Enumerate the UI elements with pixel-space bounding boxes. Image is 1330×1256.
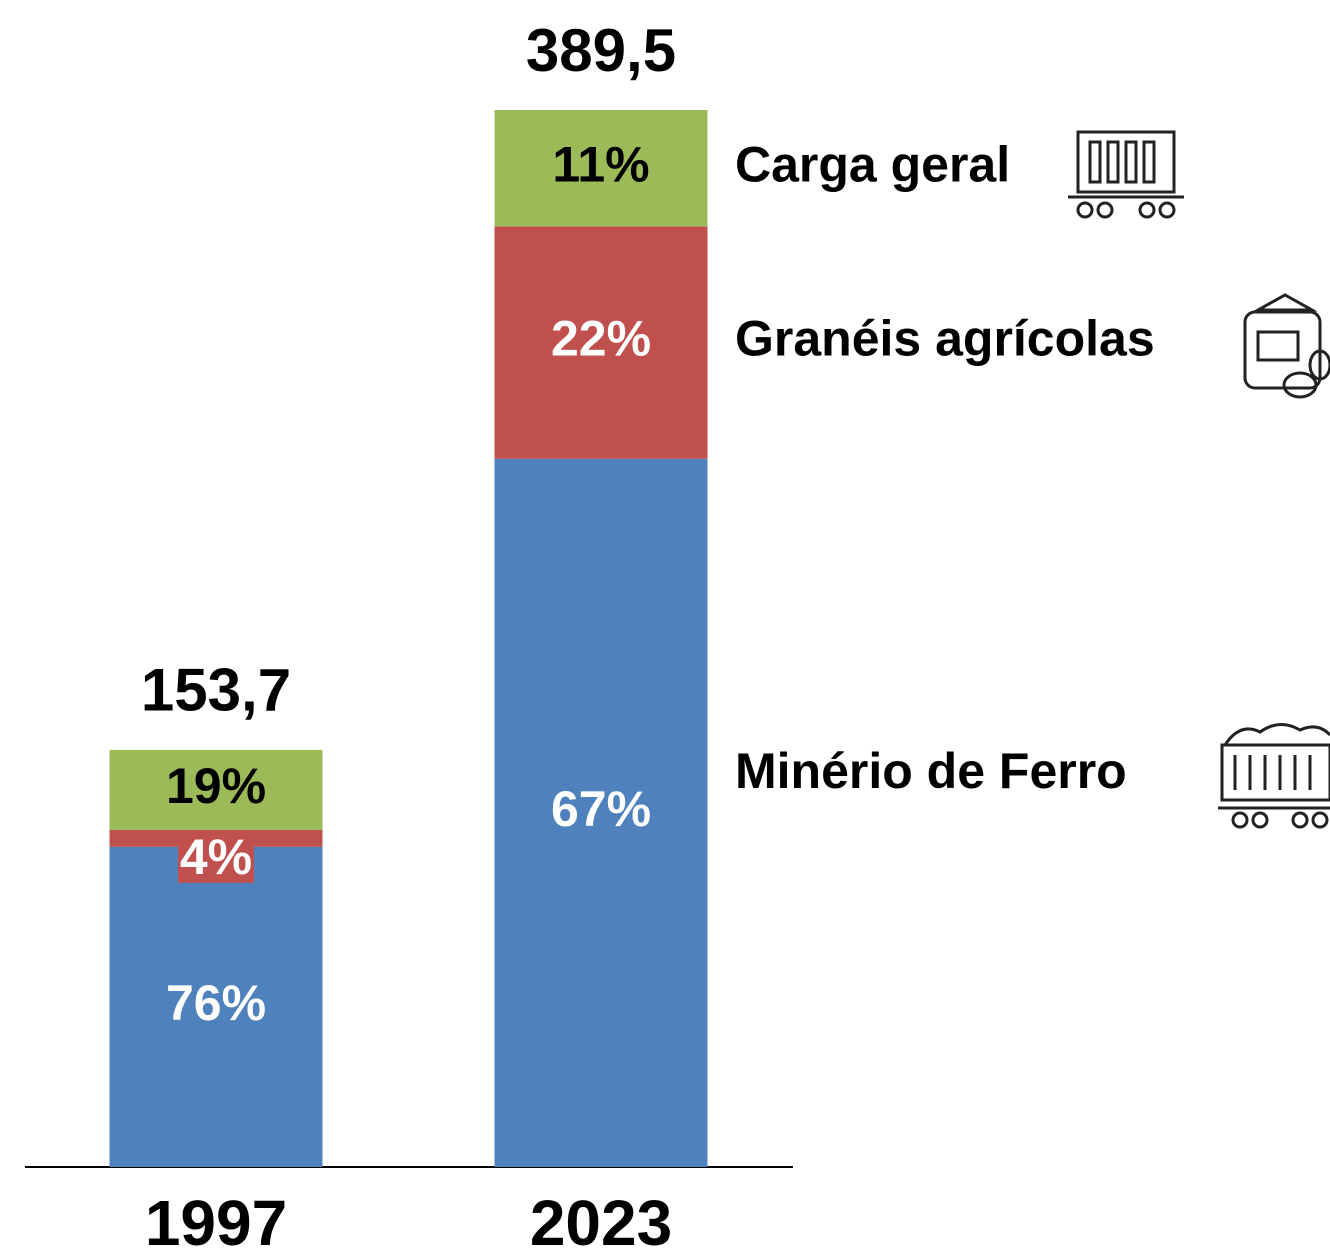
segment-label: 22%: [551, 311, 651, 367]
legend-label: Carga geral: [735, 136, 1010, 192]
x-tick-label: 1997: [145, 1187, 287, 1256]
legend-label: Granéis agrícolas: [735, 311, 1155, 367]
icon-general-cargo: [1068, 130, 1184, 219]
bar-segment: [109, 749, 323, 830]
icon-agricultural: [1243, 293, 1330, 399]
total-label: 153,7: [141, 657, 291, 724]
icon-iron-ore: [1218, 723, 1330, 829]
bar-segment: [109, 846, 323, 1167]
bar-segment: [494, 110, 708, 227]
segment-label: 4%: [180, 829, 252, 885]
x-tick-label: 2023: [530, 1187, 672, 1256]
segment-label: 76%: [166, 975, 266, 1031]
total-label: 389,5: [526, 17, 676, 84]
segment-label: 19%: [166, 758, 266, 814]
legend-label: Minério de Ferro: [735, 743, 1127, 799]
bar-segment: [494, 458, 708, 1167]
segment-label: 67%: [551, 781, 651, 837]
bar-segment: [494, 226, 708, 459]
bar-segment: [109, 829, 323, 847]
segment-label: 11%: [552, 136, 649, 192]
label-bg: [178, 840, 254, 883]
